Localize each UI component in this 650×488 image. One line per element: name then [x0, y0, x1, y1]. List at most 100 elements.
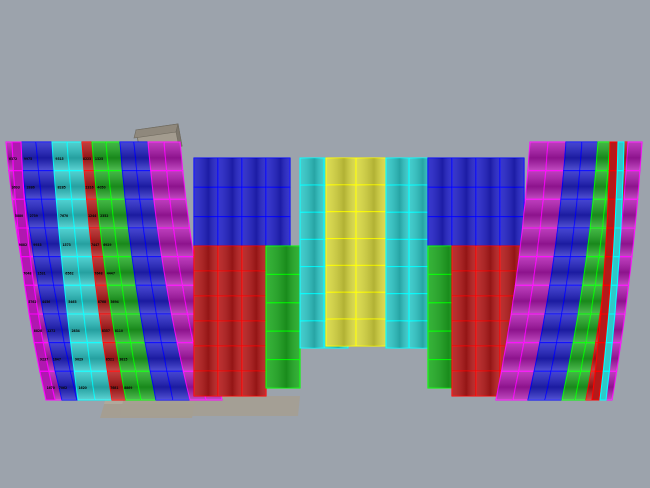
node-number-label: 3693 [12, 185, 20, 189]
mesh-shading [452, 371, 476, 396]
node-number-label: 2316 [85, 185, 93, 189]
mesh-shading [577, 170, 596, 200]
base-plate-right [120, 396, 300, 416]
mesh-shading [557, 199, 578, 228]
mesh-shading [126, 314, 146, 343]
mesh-shading [554, 228, 575, 257]
mesh-shading [166, 170, 186, 200]
node-number-label: 8869 [124, 386, 132, 390]
mesh-shading [108, 170, 126, 200]
mesh-shading [194, 158, 218, 188]
mesh-shading [356, 292, 386, 320]
mesh-shading [194, 187, 218, 217]
mesh-shading [409, 266, 432, 294]
mesh-shading [573, 314, 591, 343]
node-number-label: 1670 [47, 386, 55, 390]
mesh-shading [500, 158, 524, 188]
mesh-shading [25, 199, 46, 228]
mesh-shading [132, 256, 152, 286]
mesh-shading [266, 359, 300, 388]
mesh-shading [218, 158, 242, 188]
mesh-shading [476, 187, 500, 217]
mesh-shading [194, 346, 218, 371]
mesh-shading [266, 158, 290, 188]
mesh-shading [476, 346, 500, 371]
mesh-shading [121, 285, 141, 314]
node-number-label: 8110 [115, 329, 123, 333]
mesh-shading [563, 142, 582, 171]
mesh-shading [38, 170, 58, 200]
mesh-shading [356, 265, 386, 293]
mesh-shading [36, 142, 55, 171]
node-number-label: 2834 [71, 329, 80, 333]
edge-sliver-red [609, 142, 617, 171]
mesh-shading [130, 342, 151, 372]
mesh-shading [386, 185, 409, 213]
mesh-shading [561, 170, 580, 200]
mesh-shading [452, 321, 476, 346]
mesh-shading [242, 321, 266, 346]
edge-sliver-red [607, 199, 615, 228]
mesh-shading [194, 216, 218, 246]
mesh-shading [539, 314, 562, 343]
node-number-label: 8521 [106, 357, 114, 361]
mesh-shading [242, 158, 266, 188]
node-number-label: 1325 [95, 157, 103, 161]
mesh-shading [624, 170, 640, 200]
mesh-shading [476, 158, 500, 188]
mesh-shading [136, 170, 155, 200]
edge-sliver-magenta [40, 371, 55, 400]
mesh-shading [326, 292, 356, 320]
mesh-shading [106, 142, 123, 171]
mesh-shading [82, 142, 95, 171]
mesh-shading [578, 285, 596, 314]
mesh-shading [97, 199, 115, 228]
mesh-shading [38, 285, 59, 314]
mesh-shading [242, 371, 266, 396]
mesh-shading [107, 285, 127, 314]
node-number-label: 9933 [33, 243, 41, 247]
mesh-shading [218, 346, 242, 371]
mesh-shading [522, 199, 544, 228]
mesh-shading [139, 199, 159, 228]
mesh-shading [574, 199, 594, 228]
node-number-label: 3694 [110, 300, 119, 304]
mesh-shading [150, 371, 173, 400]
mesh-shading [452, 271, 476, 296]
mesh-shading [49, 342, 71, 372]
node-number-label: 6929 [103, 243, 111, 247]
mesh-shading [590, 199, 606, 228]
node-number-label: 7681 [110, 386, 118, 390]
mesh-shading [326, 238, 356, 266]
mesh-shading [266, 246, 300, 275]
mesh-shading [300, 185, 324, 213]
mesh-shading [194, 321, 218, 346]
mesh-shading [22, 170, 42, 200]
mesh-shading [100, 228, 118, 257]
edge-sliver-cyan [611, 257, 619, 286]
edge-sliver-cyan [615, 199, 622, 228]
mesh-shading [29, 228, 50, 257]
mesh-shading [409, 293, 432, 321]
mesh-shading [386, 158, 409, 186]
node-number-label: 5880 [15, 214, 23, 218]
mesh-shading [242, 216, 266, 246]
mesh-shading [476, 321, 500, 346]
mesh-shading [506, 314, 529, 343]
mesh-shading [386, 266, 409, 294]
mesh-shading [356, 319, 386, 346]
mesh-shading [496, 371, 519, 400]
mesh-shading [70, 342, 91, 372]
mesh-shading [582, 256, 600, 286]
mesh-shading [92, 142, 109, 171]
mesh-shading [242, 346, 266, 371]
mesh-shading [428, 187, 452, 217]
mesh-shading [218, 371, 242, 396]
mesh-shading [545, 285, 567, 314]
edge-sliver-red [608, 171, 616, 200]
mesh-shading [409, 320, 432, 348]
mesh-shading [532, 256, 555, 286]
mesh-shading [116, 342, 136, 372]
mesh-shading [194, 246, 218, 271]
node-number-label: 8828 [34, 329, 42, 333]
